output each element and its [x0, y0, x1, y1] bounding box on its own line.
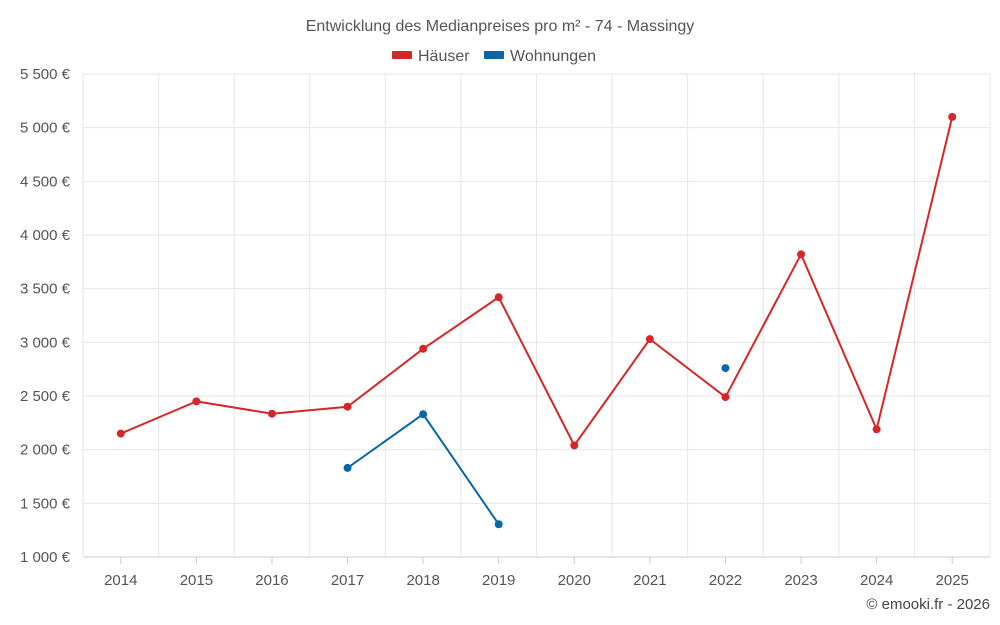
y-tick-label: 4 500 €: [20, 173, 71, 190]
series-line: [120, 116, 954, 447]
y-tick-label: 1 000 €: [20, 549, 71, 566]
data-point: [343, 402, 352, 411]
data-point: [948, 112, 957, 121]
x-tick-label: 2017: [331, 572, 364, 589]
data-point: [267, 409, 276, 418]
y-tick-label: 5 500 €: [20, 66, 71, 83]
y-tick-label: 4 000 €: [20, 227, 71, 244]
x-tick-label: 2020: [558, 572, 591, 589]
y-tick-label: 5 000 €: [20, 120, 71, 137]
x-tick-label: 2016: [255, 572, 288, 589]
data-point: [343, 463, 352, 472]
chart-title: Entwicklung des Medianpreises pro m² - 7…: [306, 18, 695, 35]
legend: Häuser Wohnungen: [392, 48, 596, 65]
series-häuser: [116, 112, 957, 450]
legend-label-wohnungen: Wohnungen: [510, 48, 596, 65]
y-tick-label: 1 500 €: [20, 495, 71, 512]
data-point: [721, 393, 730, 402]
x-tick-label: 2018: [406, 572, 439, 589]
x-tick-label: 2015: [180, 572, 213, 589]
data-point: [419, 410, 428, 419]
y-axis: 1 000 € 1 500 € 2 000 € 2 500 € 3 000 € 3 500…: [20, 66, 71, 566]
y-tick-label: 2 000 €: [20, 442, 71, 459]
data-point: [721, 364, 730, 373]
grid: [82, 73, 991, 557]
credit-text: © emooki.fr - 2026: [866, 596, 990, 613]
data-point: [570, 441, 579, 450]
data-point: [797, 250, 806, 259]
series-wohnungen: [343, 364, 730, 529]
y-tick-label: 3 500 €: [20, 281, 71, 298]
legend-swatch-häuser: [392, 51, 412, 59]
data-point: [494, 520, 503, 529]
y-tick-label: 2 500 €: [20, 388, 71, 405]
legend-label-häuser: Häuser: [418, 48, 470, 65]
x-tick-label: 2022: [709, 572, 742, 589]
x-axis: 2014 2015 2016 2017 2018 2019 2020 2021 2022 2023…: [83, 556, 990, 589]
y-tick-label: 3 000 €: [20, 334, 71, 351]
x-tick-label: 2019: [482, 572, 515, 589]
x-tick-label: 2021: [633, 572, 666, 589]
data-point: [192, 397, 201, 406]
data-point: [645, 335, 654, 344]
data-point: [419, 344, 428, 353]
x-tick-label: 2024: [860, 572, 893, 589]
series-line: [346, 413, 500, 525]
data-point: [494, 293, 503, 302]
series-layer: [116, 112, 957, 529]
data-point: [116, 429, 125, 438]
x-tick-label: 2025: [936, 572, 969, 589]
x-tick-label: 2023: [784, 572, 817, 589]
x-tick-label: 2014: [104, 572, 137, 589]
legend-swatch-wohnungen: [484, 51, 504, 59]
data-point: [872, 425, 881, 434]
